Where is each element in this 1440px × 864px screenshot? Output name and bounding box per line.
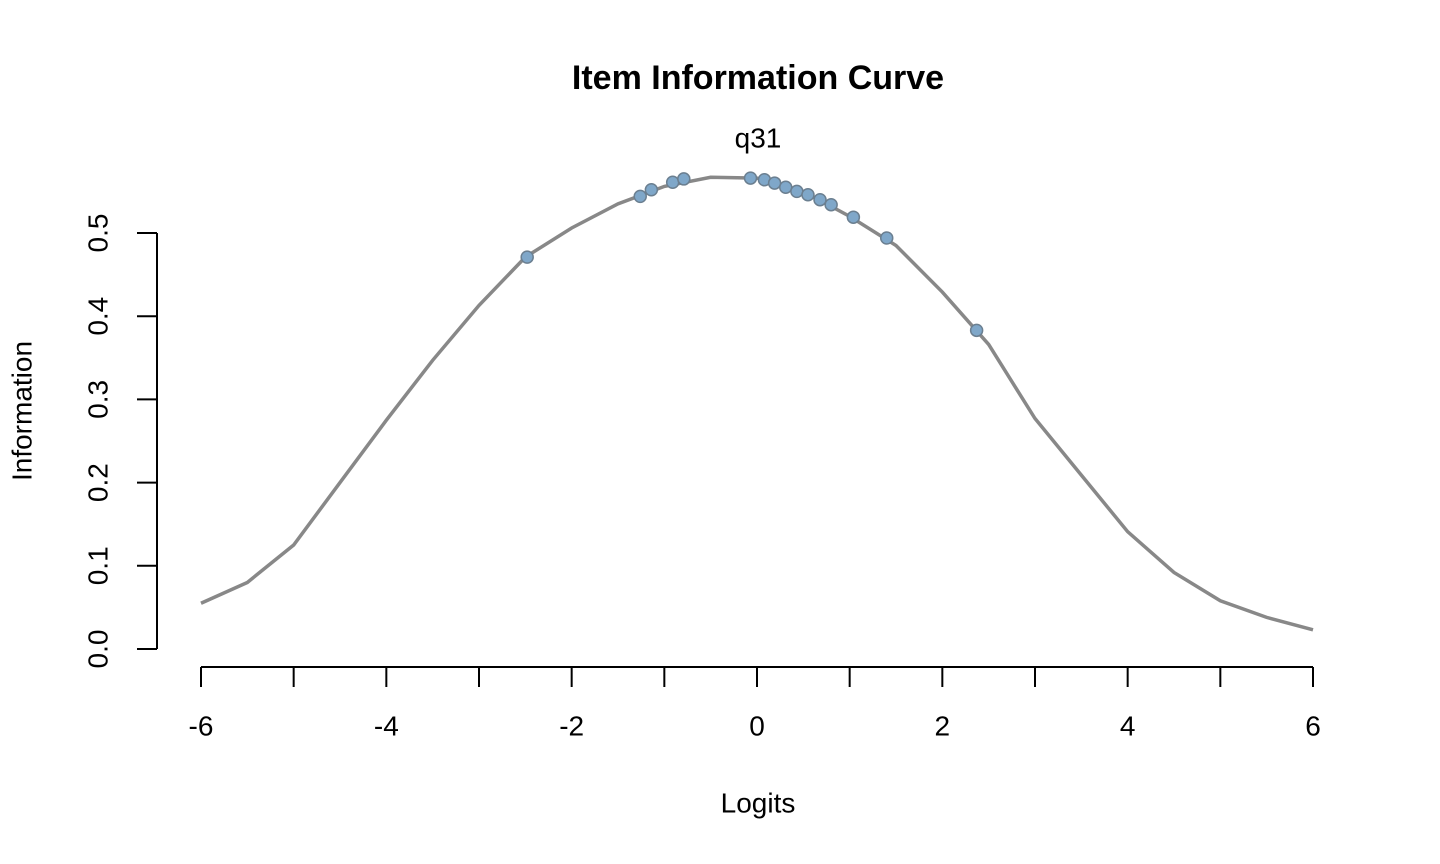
y-tick-label: 0.3 [82, 380, 113, 419]
data-point [813, 192, 827, 207]
data-point [879, 231, 894, 245]
data-point [778, 180, 793, 194]
data-point [743, 171, 758, 185]
data-point [824, 197, 838, 212]
data-point [677, 172, 691, 186]
data-point [801, 187, 815, 202]
data-point [633, 189, 647, 204]
data-point [790, 184, 804, 199]
data-point [665, 175, 680, 189]
y-axis-label: Information [6, 341, 37, 481]
chart-title: Item Information Curve [572, 59, 944, 97]
y-tick-label: 0.1 [82, 546, 113, 585]
x-axis-label: Logits [721, 787, 796, 818]
x-tick-label: 6 [1305, 710, 1321, 741]
information-curve [200, 175, 1314, 632]
x-tick-label: 2 [935, 710, 951, 741]
x-tick-label: 4 [1120, 710, 1136, 741]
x-tick-label: 0 [749, 710, 765, 741]
y-tick-label: 0.5 [82, 214, 113, 253]
x-tick-label: -4 [374, 710, 399, 741]
data-point [767, 176, 782, 190]
x-tick-label: -6 [189, 710, 214, 741]
y-tick-label: 0.4 [82, 297, 113, 336]
data-point [846, 210, 861, 224]
x-tick-label: -2 [559, 710, 584, 741]
data-point [644, 182, 659, 197]
data-point [520, 250, 534, 264]
y-tick-label: 0.2 [82, 463, 113, 502]
data-point [969, 323, 984, 338]
y-tick-label: 0.0 [82, 630, 113, 669]
chart-subtitle: q31 [735, 122, 782, 153]
